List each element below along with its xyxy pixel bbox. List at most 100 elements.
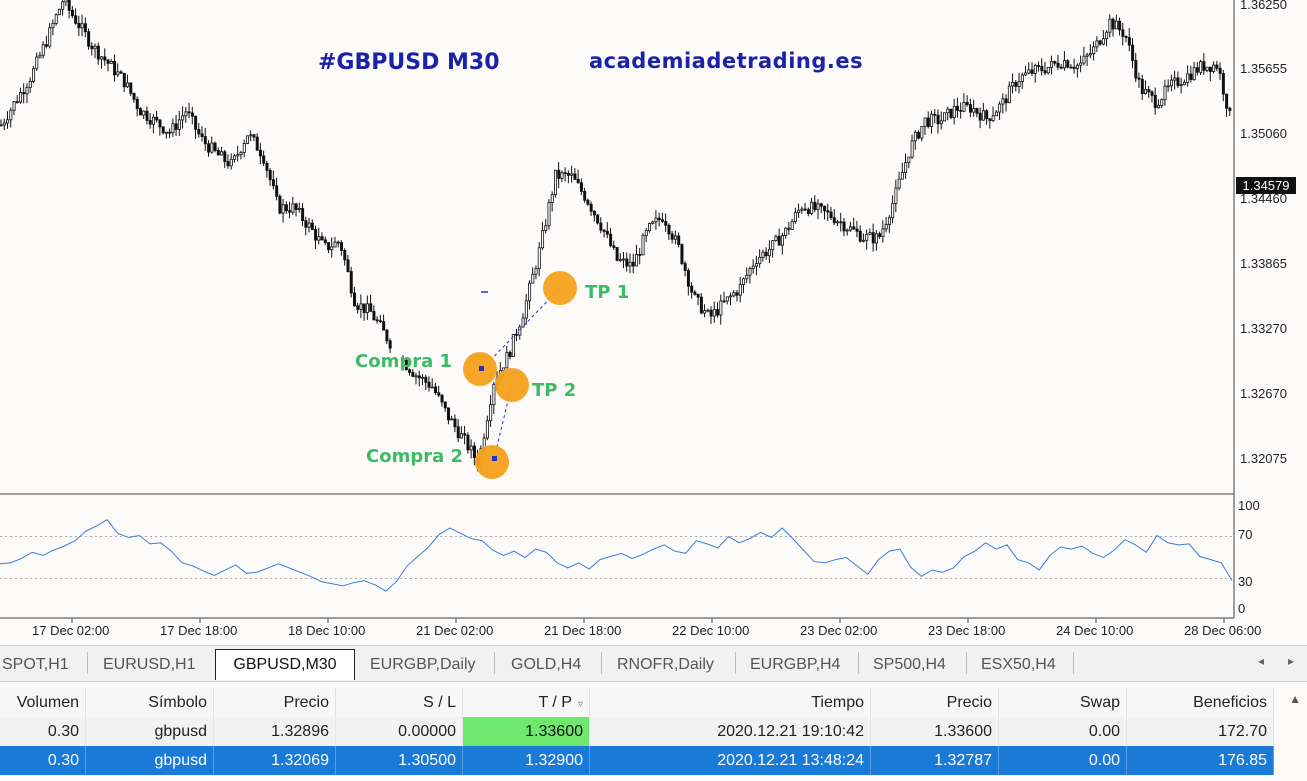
candle-body [1053,61,1057,64]
candle-body [210,142,214,153]
candle-body [1170,79,1174,87]
candle-body [1124,35,1128,38]
table-row-selected[interactable]: 0.30 gbpusd 1.32069 1.30500 1.32900 2020… [0,746,1274,775]
table-scroll-up-icon[interactable]: ▲ [1289,692,1301,706]
candle-body [900,172,904,180]
tab-sp500-h4[interactable]: SP500,H4 [873,656,946,673]
candle-body [96,45,100,60]
candle-body [557,169,561,179]
trade-line-1 [481,287,561,370]
candle-body [612,245,616,248]
tab-scroll-right-icon[interactable]: ▸ [1288,654,1295,668]
candle-body [832,217,836,224]
column-header-precio-actual[interactable]: Precio [870,688,999,717]
candle-body [719,300,723,316]
price-chart[interactable]: #GBPUSD M30 academiadetrading.es TP 1 Co… [0,0,1307,645]
candle-body [32,68,36,82]
rsi-tick: 0 [1238,601,1246,616]
candle-body [359,303,363,310]
candle-body [609,233,613,247]
candle-body [554,169,558,195]
candle-body [1037,65,1041,67]
candle-body [725,296,729,302]
column-header-beneficios[interactable]: Beneficios [1126,688,1274,717]
column-header-precio[interactable]: Precio [213,688,336,717]
candle-body [262,155,266,164]
candle-body [352,292,356,307]
candle-body [943,112,947,122]
candle-body [748,268,752,276]
candle-body [573,173,577,180]
price-tick: 1.32670 [1240,386,1287,401]
candle-body [690,285,694,293]
candle-body [793,212,797,222]
candle-body [654,217,658,223]
candle-body [1101,38,1105,45]
column-header-volumen[interactable]: Volumen [0,688,86,717]
candle-body [1202,61,1206,71]
candle-body [453,418,457,428]
candle-body [365,303,369,313]
candle-body [1121,29,1125,37]
price-tick: 1.35655 [1240,61,1287,76]
candle-body [164,131,168,134]
tab-esx50-h4[interactable]: ESX50,H4 [981,656,1056,673]
tab-eurgbp-h4[interactable]: EURGBP,H4 [750,656,841,673]
candle-body [378,320,382,323]
candle-body [1134,60,1138,79]
candle-body [810,201,814,214]
candle-body [839,221,843,224]
candle-body [401,360,405,362]
candle-body [77,22,81,29]
tab-eurgbp-daily[interactable]: EURGBP,Daily [370,656,476,673]
candle-body [294,203,298,210]
candle-body [583,191,587,201]
chart-canvas[interactable] [0,0,1307,645]
table-row[interactable]: 0.30 gbpusd 1.32896 0.00000 1.33600 2020… [0,717,1274,746]
cell-simbolo: gbpusd [85,717,214,746]
tab-gbpusd-m30[interactable]: GBPUSD,M30 [215,649,355,680]
candle-body [291,203,295,213]
candle-body [161,126,165,134]
cell-beneficios: 172.70 [1126,717,1274,746]
price-tick: 1.35060 [1240,126,1287,141]
cell-precio-actual: 1.33600 [870,717,999,746]
candle-body [220,151,224,156]
tab-rnofr-daily[interactable]: RNOFR,Daily [617,656,714,673]
candle-body [576,178,580,184]
candle-body [6,119,10,124]
tab-gold-h4[interactable]: GOLD,H4 [511,656,582,673]
candle-body [680,244,684,264]
candle-body [800,208,804,211]
tab-eurusd-h1[interactable]: EURUSD,H1 [103,656,196,673]
cell-tiempo: 2020.12.21 19:10:42 [589,717,871,746]
candle-body [233,155,237,160]
candle-body [356,305,360,310]
candle-body [265,162,269,171]
column-header-sl[interactable]: S / L [335,688,463,717]
column-header-tiempo[interactable]: Tiempo [589,688,871,717]
tab-spot-h1[interactable]: SPOT,H1 [2,656,69,673]
time-tick: 22 Dec 10:00 [672,623,750,638]
candle-body [64,0,68,3]
candle-body [790,221,794,230]
candle-body [1082,55,1086,64]
candle-body [142,110,146,116]
candle-body [317,236,321,241]
column-header-simbolo[interactable]: Símbolo [85,688,214,717]
candle-body [168,131,172,134]
candle-body [660,219,664,222]
candle-body [978,112,982,121]
candle-body [346,259,350,272]
column-header-swap[interactable]: Swap [998,688,1127,717]
tab-scroll-left-icon[interactable]: ◂ [1258,654,1265,668]
candle-body [874,233,878,244]
candle-body [450,418,454,421]
candle-body [184,111,188,117]
candle-body [70,9,74,17]
candle-body [985,110,989,120]
column-header-tp[interactable]: T / P ▿ [462,688,590,717]
candle-body [362,303,366,313]
rsi-line [0,519,1233,592]
candle-body [777,235,781,246]
